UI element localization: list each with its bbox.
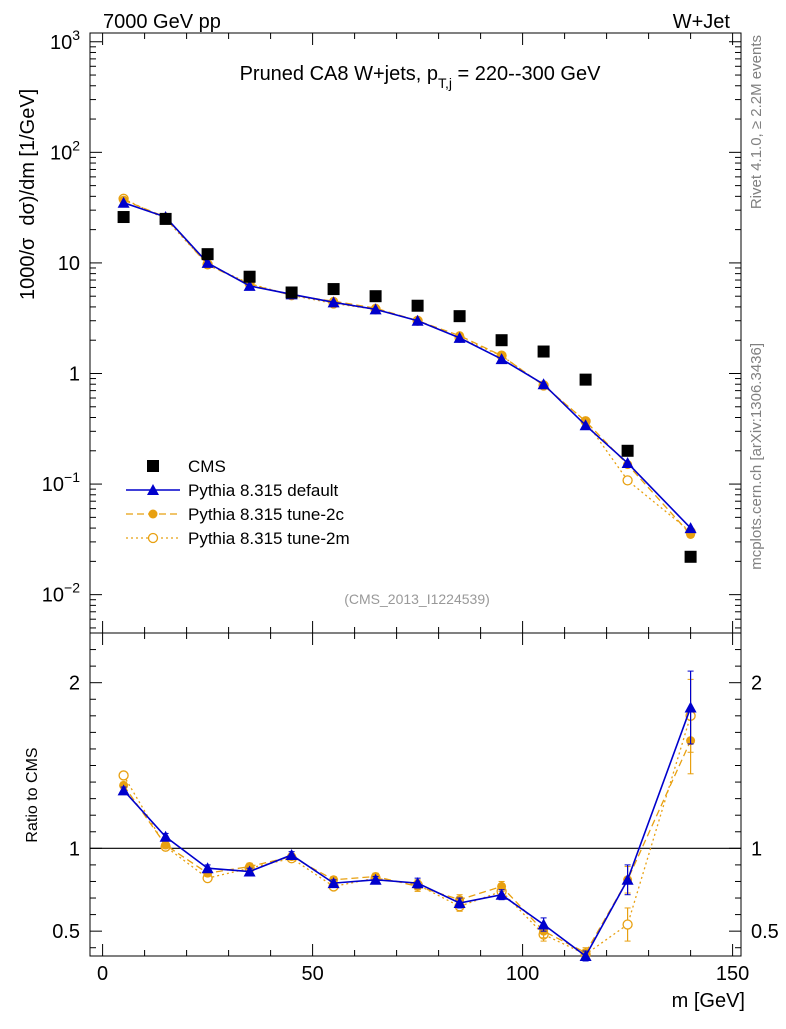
triangle-marker xyxy=(537,378,550,390)
x-tick-label: 50 xyxy=(301,963,323,985)
y-main-tick-label: 10 xyxy=(58,253,80,275)
data-point-marker xyxy=(243,270,256,283)
series-cms xyxy=(117,211,697,563)
series-line-main xyxy=(123,201,692,529)
rivet-label: Rivet 4.1.0, ≥ 2.2M events xyxy=(748,35,765,209)
x-tick-label: 150 xyxy=(716,963,749,985)
triangle-marker xyxy=(684,701,697,713)
y-main-tick-label: 103 xyxy=(50,27,80,54)
series-line-main xyxy=(123,199,692,535)
series-pythia-8-315-tune-2m xyxy=(118,193,696,960)
y-main-tick-label: 1 xyxy=(69,363,80,385)
legend-item: CMS xyxy=(147,457,226,476)
triangle-marker xyxy=(621,457,634,469)
triangle-marker xyxy=(579,419,592,431)
ratio-panel-frame xyxy=(89,632,742,957)
triangle-marker xyxy=(495,888,508,900)
triangle-marker xyxy=(117,784,130,796)
triangle-marker xyxy=(327,877,340,889)
legend: CMS Pythia 8.315 default Pythia 8.315 tune… xyxy=(126,457,350,548)
legend-item: Pythia 8.315 tune-2c xyxy=(126,505,344,524)
legend-label: Pythia 8.315 tune-2c xyxy=(188,505,344,524)
y-axis-title-main: 1000/σdσ)/dm [1/GeV] xyxy=(17,89,39,300)
filled-circle-marker xyxy=(161,840,171,850)
triangle-marker xyxy=(579,950,592,961)
filled-circle-marker xyxy=(497,881,507,891)
y-main-tick-label: 10−1 xyxy=(42,469,80,496)
y-ratio-tick-label-right: 0.5 xyxy=(751,921,779,943)
open-circle-marker xyxy=(622,919,633,930)
y-ratio-tick-label-right: 1 xyxy=(751,838,762,860)
triangle-marker xyxy=(285,848,298,860)
data-point-marker xyxy=(453,310,466,323)
analysis-id: (CMS_2013_I1224539) xyxy=(344,591,490,607)
triangle-marker xyxy=(201,256,214,268)
triangle-marker xyxy=(243,279,256,291)
data-point-marker xyxy=(537,345,550,358)
legend-label: CMS xyxy=(188,457,226,476)
triangle-marker xyxy=(243,865,256,877)
triangle-marker xyxy=(201,862,214,874)
open-circle-marker xyxy=(622,475,633,486)
triangle-marker xyxy=(684,522,697,534)
data-point-marker xyxy=(201,248,214,261)
header-left: 7000 GeV pp xyxy=(103,11,221,33)
y-ratio-tick-label: 0.5 xyxy=(52,921,80,943)
data-point-marker xyxy=(495,334,508,347)
header-right: W+Jet xyxy=(673,11,731,33)
y-axis-title-ratio: Ratio to CMS xyxy=(24,747,41,842)
data-point-marker xyxy=(684,550,697,563)
data-point-marker xyxy=(411,299,424,312)
legend-label: Pythia 8.315 default xyxy=(188,481,339,500)
triangle-marker xyxy=(369,873,382,885)
triangle-marker xyxy=(621,873,634,885)
data-point-marker xyxy=(117,211,130,224)
open-circle-marker xyxy=(147,532,159,544)
data-point-marker xyxy=(327,283,340,296)
axes-group: 0 50 100 150 10−2 10−1 1 10 102 103 0.5 0.5 1 1 2 2 xyxy=(42,27,779,985)
series-pythia-8-315-default xyxy=(117,196,697,962)
triangle-marker xyxy=(369,303,382,315)
series-group xyxy=(117,193,697,962)
legend-item: Pythia 8.315 tune-2m xyxy=(126,529,350,548)
y-ratio-tick-label: 2 xyxy=(69,673,80,695)
legend-item: Pythia 8.315 default xyxy=(126,481,339,500)
triangle-marker xyxy=(117,196,130,208)
data-point-marker xyxy=(147,460,159,472)
triangle-marker xyxy=(453,331,466,343)
mcplots-label: mcplots.cern.ch [arXiv:1306.3436] xyxy=(748,343,765,570)
triangle-marker xyxy=(159,830,172,842)
triangle-marker xyxy=(411,314,424,326)
x-tick-label: 100 xyxy=(506,963,539,985)
data-point-marker xyxy=(579,373,592,386)
y-main-tick-label: 10−2 xyxy=(42,580,80,607)
open-circle-marker xyxy=(118,770,129,781)
triangle-marker xyxy=(147,484,159,495)
data-point-marker xyxy=(285,286,298,299)
data-point-marker xyxy=(159,212,172,225)
data-point-marker xyxy=(621,444,634,457)
x-axis-title: m [GeV] xyxy=(672,990,745,1012)
y-main-tick-label: 102 xyxy=(50,137,80,164)
series-pythia-8-315-tune-2c xyxy=(119,195,696,959)
triangle-marker xyxy=(327,296,340,308)
series-line-ratio xyxy=(123,707,692,958)
triangle-marker xyxy=(495,353,508,365)
chart-title: Pruned CA8 W+jets, pT,j = 220--300 GeV xyxy=(240,63,602,91)
filled-circle-marker xyxy=(148,509,158,519)
triangle-marker xyxy=(453,896,466,908)
triangle-marker xyxy=(537,918,550,930)
data-point-marker xyxy=(369,290,382,303)
legend-label: Pythia 8.315 tune-2m xyxy=(188,529,350,548)
y-ratio-tick-label-right: 2 xyxy=(751,673,762,695)
triangle-marker xyxy=(411,877,424,889)
x-tick-label: 0 xyxy=(97,963,108,985)
y-ratio-tick-label: 1 xyxy=(69,838,80,860)
